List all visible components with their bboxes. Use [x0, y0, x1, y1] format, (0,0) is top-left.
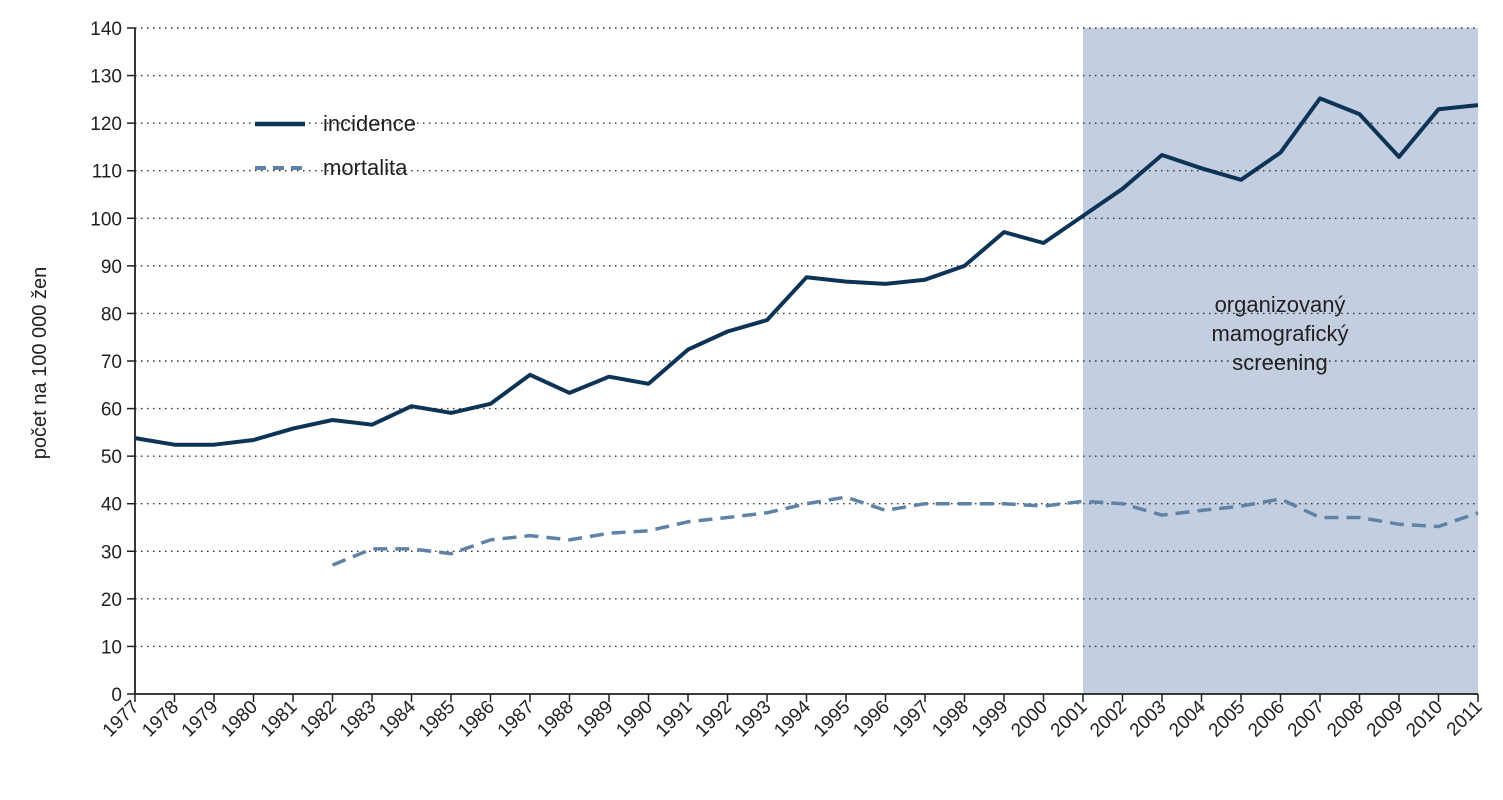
x-tick-label: 1979	[178, 697, 223, 742]
y-tick-label: 130	[90, 67, 122, 88]
x-tick-label: 2006	[1244, 697, 1289, 742]
x-tick-label: 2010	[1402, 697, 1447, 742]
x-tick-label: 1982	[296, 697, 341, 742]
x-tick-label: 1996	[849, 697, 894, 742]
series-line-mortalita	[331, 495, 1479, 567]
x-tick-label: 1983	[336, 697, 381, 742]
y-tick-label: 140	[90, 19, 122, 40]
screening-annotation: organizovaný mamografický screening	[1212, 292, 1349, 375]
y-tick-label: 90	[101, 257, 122, 278]
x-tick-label: 1995	[810, 697, 855, 742]
legend-mortalita-label: mortalita	[323, 155, 408, 180]
y-tick-label: 40	[101, 495, 122, 516]
x-tick-label: 2003	[1126, 697, 1171, 742]
x-tick-label: 2004	[1165, 696, 1210, 741]
series-lines	[134, 96, 1479, 567]
x-tick-label: 1993	[731, 697, 776, 742]
screening-label-line-3: screening	[1232, 350, 1327, 375]
y-tick-label: 0	[111, 685, 122, 706]
x-tick-label: 1997	[889, 697, 934, 742]
y-tick-label: 50	[101, 447, 122, 468]
x-tick-label: 1980	[217, 697, 262, 742]
x-tick-label: 1989	[573, 697, 618, 742]
x-tick-label: 1977	[99, 697, 144, 742]
x-tick-label: 2000	[1007, 697, 1052, 742]
legend-incidence-label: incidence	[323, 111, 416, 136]
x-tick-label: 1984	[375, 696, 420, 741]
x-tick-label: 1981	[257, 697, 302, 742]
y-tick-label: 70	[101, 352, 122, 373]
x-tick-label: 2011	[1443, 697, 1487, 741]
screening-label-line-2: mamografický	[1212, 321, 1349, 346]
x-tick-label: 1999	[968, 697, 1013, 742]
y-tick-label: 60	[101, 400, 122, 421]
y-tick-label: 120	[90, 114, 122, 135]
x-tick-label: 2002	[1086, 697, 1131, 742]
x-tick-label: 1991	[652, 697, 697, 742]
y-axis-title: počet na 100 000 žen	[29, 267, 51, 459]
y-tick-label: 110	[92, 162, 122, 183]
x-tick-label: 1978	[138, 697, 183, 742]
y-tick-label: 30	[101, 542, 122, 563]
x-tick-label: 2005	[1205, 697, 1250, 742]
y-tick-label: 20	[101, 590, 122, 611]
x-tick-label: 1998	[928, 697, 973, 742]
x-tick-label: 2008	[1323, 697, 1368, 742]
x-tick-label: 1986	[454, 697, 499, 742]
x-tick-label: 1994	[770, 696, 815, 741]
x-tick-label: 2009	[1363, 697, 1408, 742]
x-tick-label: 1988	[533, 697, 578, 742]
x-tick-label: 1990	[612, 697, 657, 742]
y-tick-label: 80	[101, 304, 122, 325]
x-tick-label: 1992	[691, 697, 736, 742]
legend: incidence mortalita	[255, 111, 416, 180]
x-tick-label: 1985	[415, 697, 460, 742]
y-tick-label: 100	[90, 209, 122, 230]
screening-label-line-1: organizovaný	[1215, 292, 1346, 317]
x-tick-label: 2001	[1047, 697, 1092, 742]
x-tick-label: 1987	[494, 697, 539, 742]
x-tick-label: 2007	[1284, 697, 1329, 742]
y-tick-label: 10	[101, 637, 122, 658]
